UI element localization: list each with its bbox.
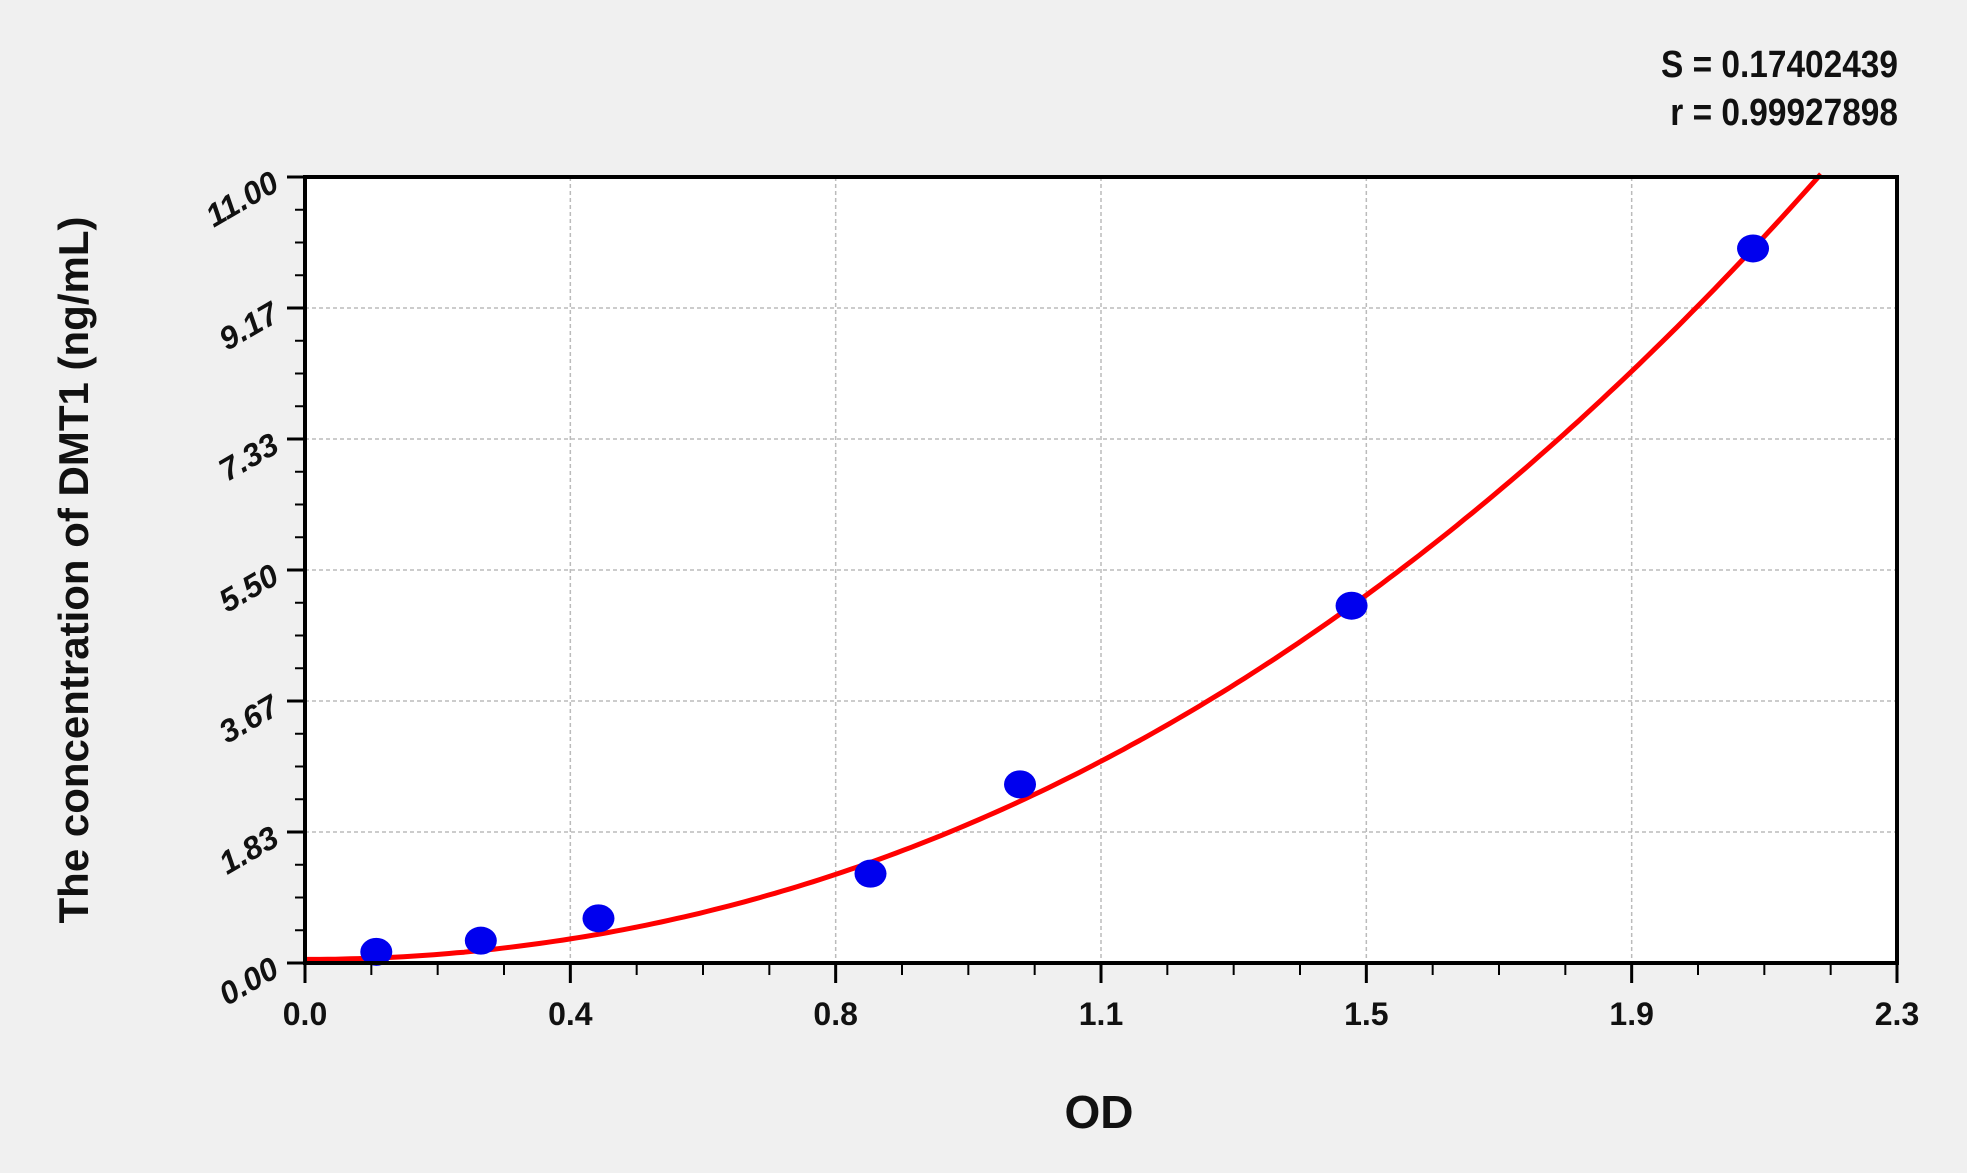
data-point	[854, 859, 887, 888]
data-points	[360, 234, 1770, 966]
y-tick-label: 3.67	[213, 687, 287, 750]
x-tick-label: 1.9	[1609, 996, 1653, 1032]
y-tick-label: 0.00	[213, 950, 285, 1012]
y-tick-label: 5.50	[213, 557, 285, 619]
fit-curve-group	[305, 172, 1823, 962]
data-point	[464, 926, 497, 955]
x-tick-label: 1.1	[1079, 996, 1123, 1032]
stat-s: S = 0.17402439	[1661, 43, 1898, 85]
data-point	[360, 937, 393, 966]
fit-curve-line	[305, 172, 1823, 962]
x-tick-label: 2.3	[1875, 996, 1919, 1032]
y-tick-label: 11.00	[199, 164, 284, 234]
data-point	[1004, 770, 1037, 799]
x-tick-label: 0.0	[283, 996, 327, 1032]
y-tick-label: 7.33	[213, 426, 285, 488]
y-axis-label: The concentration of DMT1 (ng/mL)	[50, 217, 97, 924]
x-tick-label: 0.8	[813, 996, 857, 1032]
x-axis-label: OD	[1065, 1086, 1134, 1138]
y-tick-label: 9.17	[213, 294, 287, 357]
data-point	[1737, 234, 1770, 263]
x-tick-label: 0.4	[548, 996, 593, 1032]
data-point	[582, 904, 615, 933]
stat-r: r = 0.99927898	[1670, 91, 1898, 133]
x-tick-label: 1.5	[1344, 996, 1388, 1032]
data-point	[1335, 591, 1368, 620]
grid	[305, 177, 1897, 963]
y-tick-label: 1.83	[213, 819, 285, 881]
